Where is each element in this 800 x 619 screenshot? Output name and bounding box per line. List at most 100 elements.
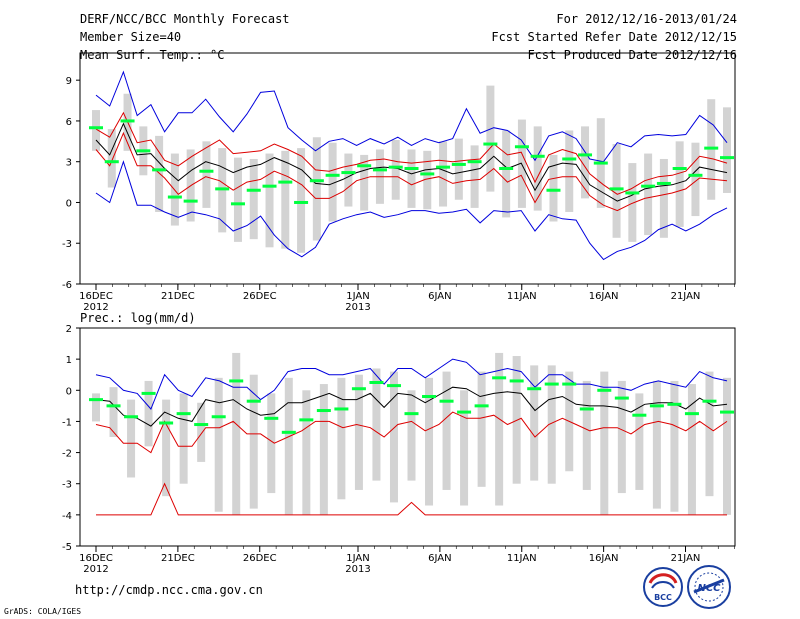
prec-ytick-label-5: 0 <box>66 386 72 397</box>
prec-median-36 <box>720 410 734 414</box>
prec-year-label-0: 2012 <box>83 564 108 575</box>
prec-year-label-1: 2013 <box>345 564 370 575</box>
prec-median-6 <box>194 423 209 427</box>
prec-frame <box>79 327 736 547</box>
box-prec-18 <box>407 390 416 481</box>
prec-ytick-label-3: -2 <box>62 449 72 460</box>
temp-median-2 <box>120 119 135 123</box>
temp-median-40 <box>720 156 734 160</box>
temp-ytick-label-4: 6 <box>66 117 72 128</box>
temp-year-label-0: 2012 <box>83 302 108 313</box>
box-prec-6 <box>197 402 206 462</box>
prec-upper-line <box>95 358 728 410</box>
precip-panel-title: Prec.: log(mm/d) <box>80 311 196 325</box>
temp-median-7 <box>199 169 214 173</box>
temp-median-19 <box>388 165 403 169</box>
box-prec-9 <box>249 374 258 509</box>
box-temp-30 <box>565 130 574 212</box>
temp-median-4 <box>152 168 167 172</box>
prec-ytick-label-6: 1 <box>66 355 72 366</box>
box-prec-15 <box>354 374 363 490</box>
prec-xtick-label-7: 21JAN <box>671 553 701 564</box>
box-prec-35 <box>705 371 714 497</box>
prec-median-35 <box>702 399 717 403</box>
box-temp-28 <box>533 126 542 211</box>
box-prec-0 <box>92 393 100 422</box>
prec-median-19 <box>422 395 437 399</box>
box-temp-34 <box>628 163 637 242</box>
box-temp-17 <box>360 154 369 211</box>
temp-median-37 <box>672 167 687 170</box>
box-prec-26 <box>547 365 556 484</box>
prec-median-21 <box>457 410 472 414</box>
prec-median-1 <box>106 404 121 408</box>
prec-median-27 <box>562 382 577 386</box>
temp-median-35 <box>641 184 656 188</box>
box-prec-10 <box>267 393 276 494</box>
temp-ytick-label-5: 9 <box>66 76 72 87</box>
box-temp-23 <box>454 138 463 200</box>
box-prec-3 <box>144 380 153 447</box>
box-prec-29 <box>600 371 609 515</box>
box-temp-1 <box>107 129 116 188</box>
box-temp-37 <box>675 141 684 227</box>
prec-lower-line <box>95 411 728 454</box>
fcst-started-date: Fcst Started Refer Date 2012/12/15 <box>491 30 737 44</box>
temp-median-6 <box>183 199 198 203</box>
prec-median-34 <box>684 412 699 416</box>
temp-median-0 <box>89 126 103 130</box>
prec-xtick-label-5: 11JAN <box>507 553 537 564</box>
box-temp-40 <box>723 107 731 193</box>
box-temp-15 <box>328 142 337 222</box>
prec-median-18 <box>404 412 419 416</box>
box-prec-13 <box>319 384 328 515</box>
source-url[interactable]: http://cmdp.ncc.cma.gov.cn <box>75 583 263 597</box>
box-prec-4 <box>162 399 171 497</box>
box-temp-0 <box>92 110 100 151</box>
box-prec-14 <box>337 377 346 500</box>
temp-median-13 <box>294 200 309 204</box>
prec-median-28 <box>579 407 594 411</box>
temp-ytick-label-3: 3 <box>66 158 72 169</box>
temp-median-20 <box>404 167 419 170</box>
box-temp-14 <box>312 137 321 241</box>
prec-median-30 <box>614 396 629 400</box>
temp-median-38 <box>688 173 703 177</box>
temp-xtick-label-1: 21DEC <box>161 291 195 302</box>
box-prec-34 <box>687 384 696 515</box>
box-temp-29 <box>549 154 558 222</box>
prec-median-17 <box>386 384 401 388</box>
box-temp-36 <box>659 158 668 238</box>
temp-xtick-label-6: 16JAN <box>589 291 619 302</box>
prec-ytick-label-1: -4 <box>62 511 72 522</box>
box-temp-26 <box>502 130 511 218</box>
box-prec-5 <box>179 393 188 484</box>
prec-median-9 <box>246 399 261 403</box>
box-temp-13 <box>297 148 306 253</box>
temp-max-line <box>95 70 728 163</box>
box-prec-16 <box>372 368 381 481</box>
box-prec-22 <box>477 371 486 487</box>
temp-median-36 <box>656 181 671 185</box>
prec-median-5 <box>176 412 191 416</box>
prec-median-24 <box>509 379 524 383</box>
prec-xtick-label-4: 6JAN <box>428 553 451 564</box>
prec-mean-line <box>95 386 728 427</box>
box-prec-36 <box>723 377 731 515</box>
temp-median-11 <box>262 184 277 188</box>
temp-ytick-label-1: -3 <box>62 239 72 250</box>
temp-median-14 <box>309 179 324 183</box>
temp-min-line <box>95 160 728 261</box>
temp-ytick-label-2: 0 <box>66 198 72 209</box>
prec-median-15 <box>351 387 366 391</box>
prec-xtick-label-3: 1JAN <box>346 553 369 564</box>
temp-mean-line <box>95 122 728 202</box>
temp-median-9 <box>230 202 245 206</box>
temp-median-26 <box>499 167 514 170</box>
prec-median-0 <box>89 398 103 402</box>
box-prec-20 <box>442 371 451 490</box>
box-temp-25 <box>486 85 495 192</box>
temp-median-25 <box>483 142 498 146</box>
box-prec-8 <box>232 352 241 515</box>
